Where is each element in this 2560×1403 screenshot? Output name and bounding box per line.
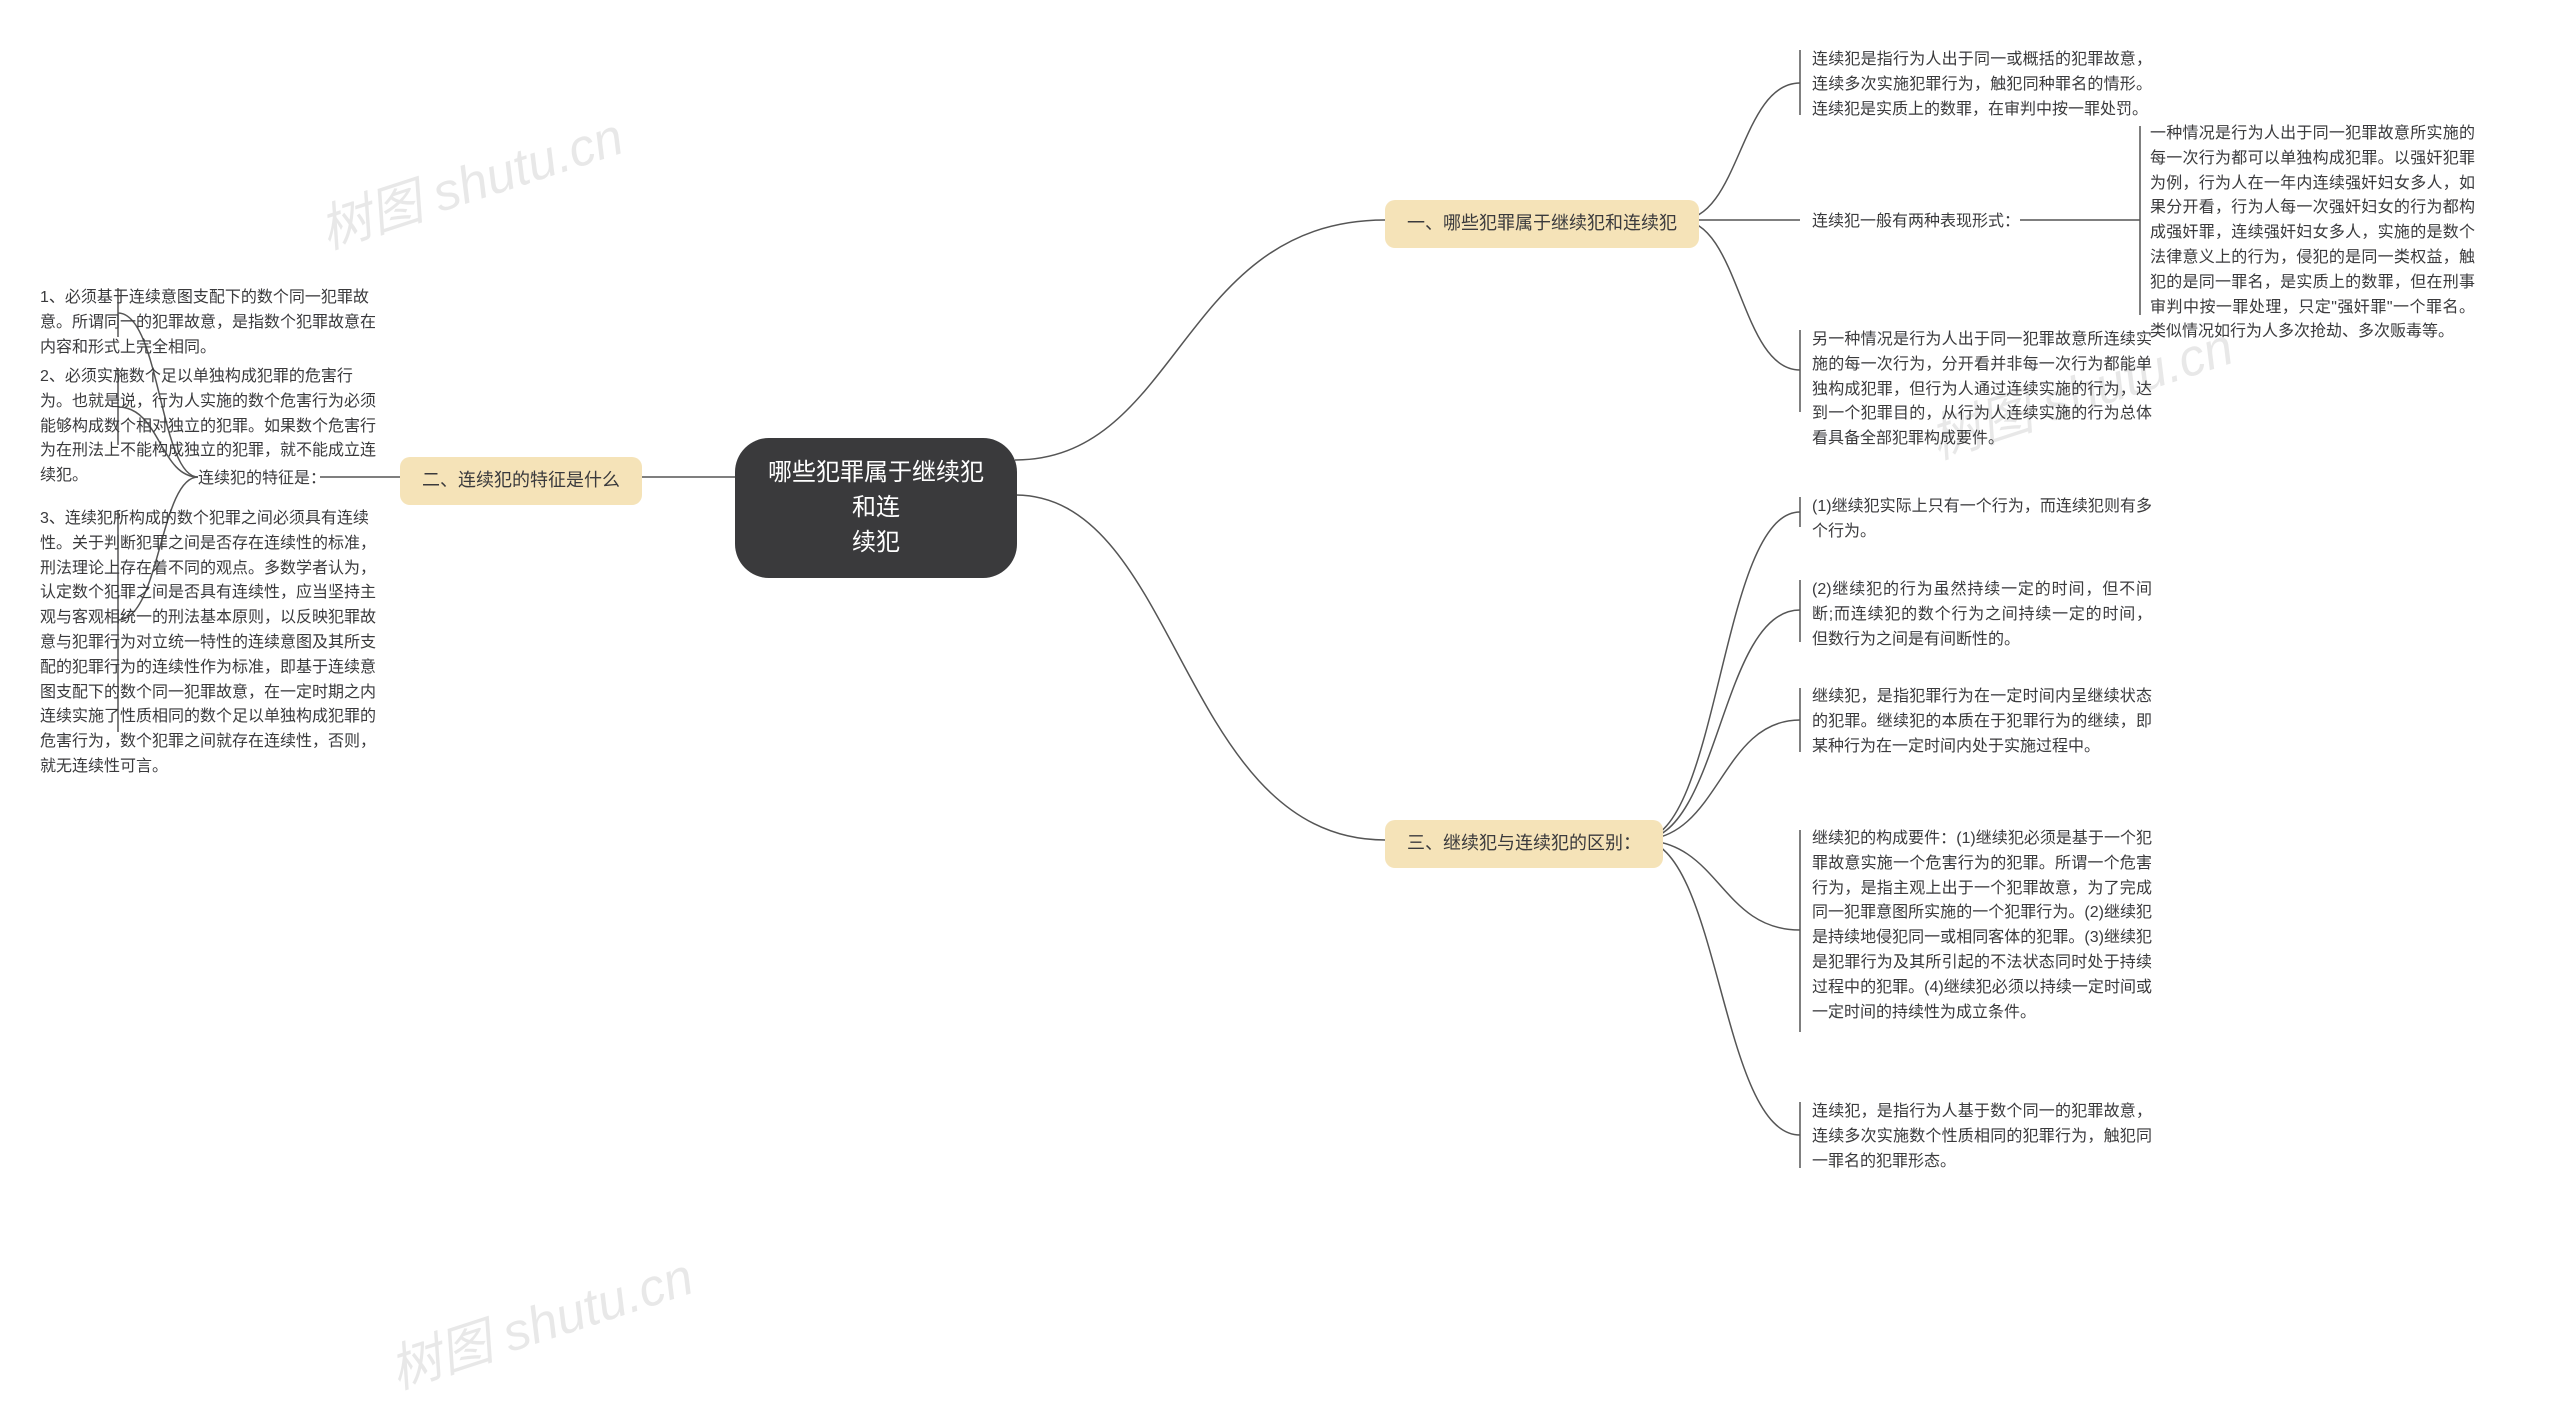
branch1-leaf2: 一种情况是行为人出于同一犯罪故意所实施的每一次行为都可以单独构成犯罪。以强奸犯罪… [2150, 122, 2475, 345]
branch3-leaf2: (2)继续犯的行为虽然持续一定的时间，但不间断;而连续犯的数个行为之间持续一定的… [1812, 578, 2152, 652]
root-title-line2: 续犯 [852, 529, 900, 556]
branch-3: 三、继续犯与连续犯的区别： [1385, 820, 1663, 868]
branch1-sub: 连续犯一般有两种表现形式： [1812, 210, 2020, 235]
branch3-leaf3: 继续犯，是指犯罪行为在一定时间内呈继续状态的犯罪。继续犯的本质在于犯罪行为的继续… [1812, 685, 2152, 759]
branch2-leaf2: 2、必须实施数个足以单独构成犯罪的危害行为。也就是说，行为人实施的数个危害行为必… [40, 365, 380, 489]
root-title-line1: 哪些犯罪属于继续犯和连 [768, 459, 984, 521]
watermark: 树图 shutu.cn [378, 1234, 701, 1403]
watermark: 树图 shutu.cn [308, 94, 631, 263]
branch-2: 二、连续犯的特征是什么 [400, 457, 642, 505]
branch2-leaf3: 3、连续犯所构成的数个犯罪之间必须具有连续性。关于判断犯罪之间是否存在连续性的标… [40, 507, 380, 780]
branch3-leaf4: 继续犯的构成要件：(1)继续犯必须是基于一个犯罪故意实施一个危害行为的犯罪。所谓… [1812, 827, 2152, 1025]
branch-1: 一、哪些犯罪属于继续犯和连续犯 [1385, 200, 1699, 248]
branch3-leaf1: (1)继续犯实际上只有一个行为，而连续犯则有多个行为。 [1812, 495, 2152, 545]
branch3-leaf5: 连续犯，是指行为人基于数个同一的犯罪故意，连续多次实施数个性质相同的犯罪行为，触… [1812, 1100, 2152, 1174]
branch2-leaf1: 1、必须基于连续意图支配下的数个同一犯罪故意。所谓同一的犯罪故意，是指数个犯罪故… [40, 286, 380, 360]
branch1-leaf3: 另一种情况是行为人出于同一犯罪故意所连续实施的每一次行为，分开看并非每一次行为都… [1812, 328, 2152, 452]
branch1-leaf1: 连续犯是指行为人出于同一或概括的犯罪故意，连续多次实施犯罪行为，触犯同种罪名的情… [1812, 48, 2152, 122]
root-node: 哪些犯罪属于继续犯和连 续犯 [735, 438, 1017, 578]
